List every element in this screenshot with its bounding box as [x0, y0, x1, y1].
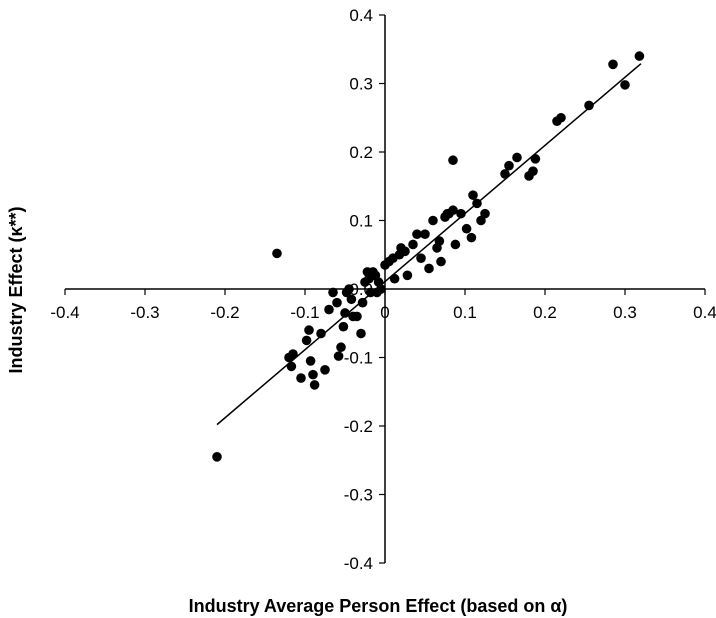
- data-point: [420, 229, 430, 239]
- data-point: [500, 169, 510, 179]
- data-point: [416, 253, 426, 263]
- data-point: [340, 308, 350, 318]
- x-tick-label: -0.3: [130, 303, 159, 322]
- data-point: [305, 356, 316, 366]
- data-point: [512, 152, 522, 163]
- data-point: [288, 349, 298, 359]
- data-point: [428, 215, 438, 226]
- data-point: [504, 160, 514, 171]
- data-point: [584, 100, 594, 111]
- trend-line-group: [216, 63, 642, 426]
- data-point: [466, 232, 477, 243]
- data-point: [472, 198, 482, 209]
- data-point: [301, 335, 312, 346]
- data-point: [412, 229, 422, 239]
- data-point: [468, 190, 478, 200]
- data-point: [376, 284, 386, 294]
- data-point: [352, 311, 362, 322]
- data-point: [634, 51, 645, 61]
- y-axis-title: Industry Effect (κ**): [6, 206, 26, 373]
- data-point: [400, 246, 410, 257]
- y-tick-label: 0.4: [349, 6, 373, 25]
- data-point: [456, 208, 466, 219]
- trend-line: [216, 63, 642, 426]
- x-tick-label: 0.2: [533, 303, 557, 322]
- x-tick-label: 0.4: [693, 303, 716, 322]
- data-point: [556, 112, 566, 123]
- data-point: [448, 205, 458, 216]
- data-point: [308, 369, 318, 380]
- x-axis-title: Industry Average Person Effect (based on…: [189, 596, 568, 616]
- data-point: [320, 365, 330, 375]
- data-point: [530, 154, 541, 164]
- y-tick-label: 0.1: [349, 212, 373, 231]
- data-point: [528, 166, 538, 176]
- data-point: [286, 361, 297, 372]
- data-point: [620, 80, 630, 90]
- data-point: [324, 304, 334, 315]
- data-point: [333, 351, 344, 361]
- data-point: [357, 297, 368, 308]
- y-tick-label: 0.2: [349, 143, 373, 162]
- data-point: [608, 59, 618, 70]
- data-point: [461, 223, 472, 234]
- x-tick-label: -0.4: [50, 303, 79, 322]
- data-point: [346, 294, 357, 305]
- data-point: [272, 248, 282, 259]
- y-tick-label: -0.2: [344, 417, 373, 436]
- data-point: [389, 273, 400, 284]
- x-tick-label: 0.3: [613, 303, 637, 322]
- data-points: [212, 51, 645, 462]
- data-point: [436, 256, 446, 267]
- data-point: [309, 380, 320, 390]
- data-point: [328, 287, 338, 298]
- x-tick-label: -0.1: [290, 303, 319, 322]
- x-tick-label: 0.1: [453, 303, 477, 322]
- data-point: [212, 452, 222, 462]
- y-tick-labels: 0.4 0.3 0.2 0.1 0.0 -0.1 -0.2 -0.3 -0.4: [344, 6, 373, 573]
- y-tick-label: -0.4: [344, 554, 373, 573]
- y-tick-label: 0.0: [349, 280, 373, 299]
- x-tick-label: 0: [380, 303, 389, 322]
- y-tick-label: -0.1: [344, 349, 373, 368]
- data-point: [356, 328, 366, 339]
- x-tick-label: -0.2: [210, 303, 239, 322]
- data-point: [344, 284, 354, 294]
- data-point: [332, 297, 342, 308]
- data-point: [304, 325, 314, 335]
- data-point: [336, 342, 346, 353]
- data-point: [424, 263, 434, 274]
- x-tick-labels: -0.4 -0.3 -0.2 -0.1 0 0.1 0.2 0.3 0.4: [50, 303, 716, 322]
- y-tick-label: -0.3: [344, 486, 373, 505]
- y-tick-label: 0.3: [349, 75, 373, 94]
- data-point: [450, 239, 461, 250]
- data-point: [338, 321, 349, 332]
- data-point: [408, 239, 418, 250]
- data-point: [316, 328, 326, 339]
- data-point: [480, 208, 490, 219]
- data-point: [434, 236, 445, 246]
- data-point: [448, 155, 458, 166]
- data-point: [296, 373, 306, 383]
- data-point: [402, 270, 413, 281]
